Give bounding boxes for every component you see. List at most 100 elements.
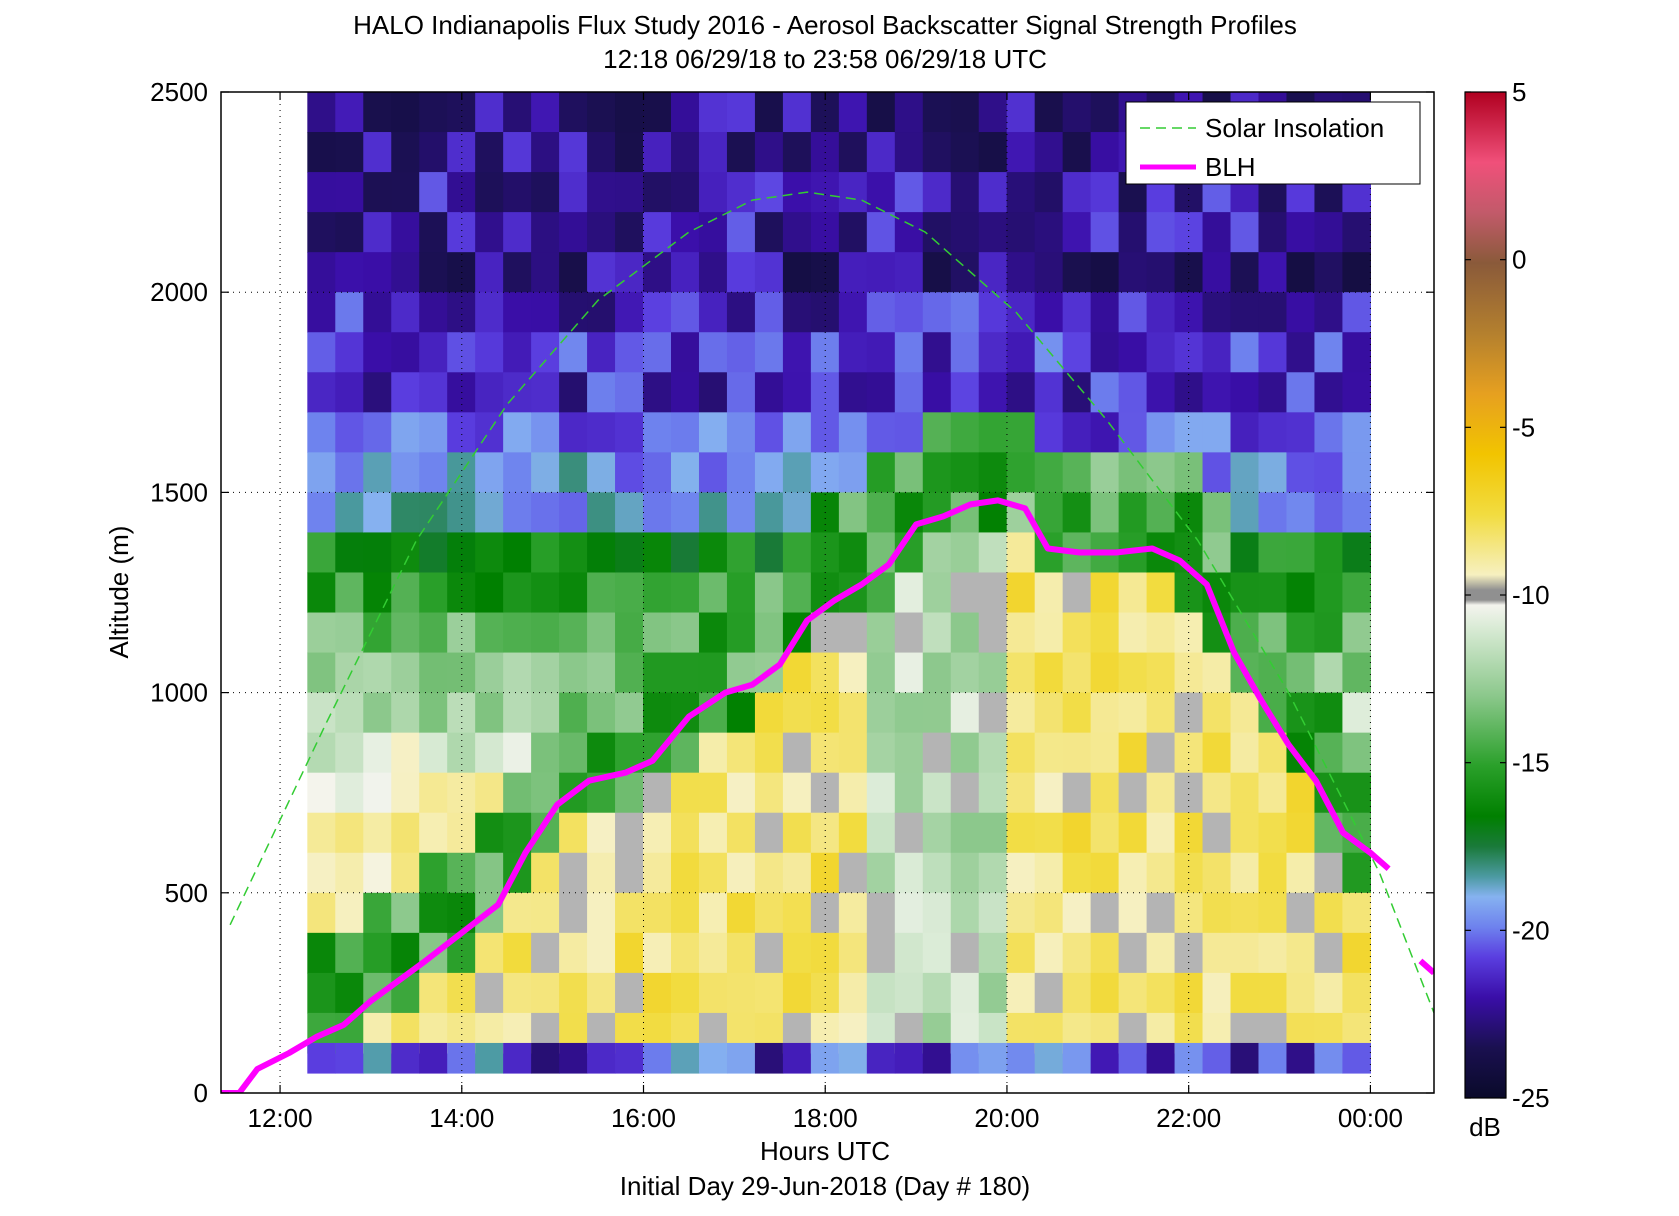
heatmap-cell bbox=[587, 852, 616, 894]
heatmap-cell bbox=[1062, 92, 1092, 133]
heatmap-cell bbox=[559, 372, 588, 413]
heatmap-cell bbox=[978, 972, 1008, 1014]
heatmap-cell bbox=[307, 652, 336, 694]
heatmap-cell bbox=[587, 372, 616, 413]
heatmap-cell bbox=[866, 332, 896, 373]
colorbar-tick-label: -25 bbox=[1512, 1083, 1550, 1113]
heatmap-cell bbox=[1062, 292, 1092, 333]
heatmap-cell bbox=[922, 652, 952, 694]
x-tick-label: 16:00 bbox=[611, 1103, 676, 1133]
heatmap-cell bbox=[559, 812, 588, 854]
heatmap-cell bbox=[643, 212, 672, 253]
heatmap-cell bbox=[391, 532, 420, 574]
heatmap-cell bbox=[671, 412, 700, 453]
heatmap-cell bbox=[950, 812, 980, 854]
heatmap-cell bbox=[838, 372, 868, 413]
heatmap-cell bbox=[475, 652, 504, 694]
heatmap-cell bbox=[363, 772, 392, 814]
heatmap-cell bbox=[894, 772, 924, 814]
heatmap-cell bbox=[1006, 652, 1036, 694]
heatmap-cell bbox=[1230, 612, 1260, 654]
heatmap-cell bbox=[615, 892, 644, 934]
heatmap-cell bbox=[1090, 692, 1120, 734]
heatmap-cell bbox=[1202, 772, 1232, 814]
heatmap-cell bbox=[1090, 212, 1120, 253]
heatmap-cell bbox=[1230, 492, 1260, 534]
heatmap-cell bbox=[1202, 652, 1232, 694]
heatmap-cell bbox=[1314, 372, 1344, 413]
heatmap-cell bbox=[643, 932, 672, 974]
heatmap-cell bbox=[1286, 492, 1316, 534]
heatmap-cell bbox=[922, 772, 952, 814]
heatmap-cell bbox=[615, 772, 644, 814]
heatmap-cell bbox=[1090, 892, 1120, 934]
heatmap-cell bbox=[475, 452, 504, 493]
heatmap-cell bbox=[754, 692, 784, 734]
heatmap-cell bbox=[419, 972, 448, 1014]
heatmap-cell bbox=[894, 492, 924, 534]
heatmap-cell bbox=[810, 692, 840, 734]
heatmap-cell bbox=[1258, 652, 1288, 694]
heatmap-cell bbox=[475, 492, 504, 534]
heatmap-cell bbox=[1230, 892, 1260, 934]
heatmap-cell bbox=[754, 732, 784, 774]
heatmap-cell bbox=[978, 892, 1008, 934]
heatmap-cell bbox=[1090, 812, 1120, 854]
heatmap-cell bbox=[1090, 132, 1120, 173]
heatmap-cell bbox=[838, 692, 868, 734]
heatmap-cell bbox=[419, 812, 448, 854]
heatmap-cell bbox=[782, 132, 812, 173]
heatmap-cell bbox=[615, 692, 644, 734]
heatmap-cell bbox=[1090, 852, 1120, 894]
heatmap-cell bbox=[866, 212, 896, 253]
heatmap-cell bbox=[391, 612, 420, 654]
heatmap-cell bbox=[1146, 212, 1176, 253]
heatmap-cell bbox=[559, 612, 588, 654]
heatmap-cell bbox=[894, 572, 924, 614]
heatmap-cell bbox=[307, 452, 336, 493]
colorbar-tick-label: -20 bbox=[1512, 915, 1550, 945]
heatmap-cell bbox=[307, 732, 336, 774]
heatmap-cell bbox=[307, 92, 336, 133]
heatmap-cell bbox=[698, 812, 728, 854]
heatmap-cell bbox=[671, 252, 700, 293]
heatmap-cell bbox=[866, 172, 896, 213]
heatmap-cell bbox=[307, 892, 336, 934]
heatmap-cell bbox=[978, 852, 1008, 894]
heatmap-cell bbox=[531, 452, 560, 493]
heatmap-cell bbox=[754, 252, 784, 293]
heatmap-cell bbox=[559, 972, 588, 1014]
heatmap-cell bbox=[1286, 772, 1316, 814]
heatmap-cell bbox=[1342, 212, 1371, 253]
heatmap-cell bbox=[894, 892, 924, 934]
heatmap-cell bbox=[391, 892, 420, 934]
heatmap-cell bbox=[1118, 772, 1148, 814]
heatmap-cell bbox=[754, 972, 784, 1014]
heatmap-cell bbox=[838, 292, 868, 333]
heatmap-cell bbox=[922, 932, 952, 974]
heatmap-cell bbox=[447, 332, 476, 373]
heatmap-cell bbox=[1230, 372, 1260, 413]
heatmap-cell bbox=[363, 412, 392, 453]
heatmap-cell bbox=[1230, 252, 1260, 293]
heatmap-cell bbox=[475, 332, 504, 373]
heatmap-cell bbox=[782, 892, 812, 934]
heatmap-cell bbox=[335, 852, 364, 894]
x-tick-label: 12:00 bbox=[248, 1103, 313, 1133]
heatmap-cell bbox=[866, 412, 896, 453]
heatmap-cell bbox=[391, 132, 420, 173]
heatmap-cell bbox=[615, 292, 644, 333]
heatmap-cell bbox=[1090, 652, 1120, 694]
heatmap-cell bbox=[643, 132, 672, 173]
heatmap-cell bbox=[866, 492, 896, 534]
heatmap-cell bbox=[1118, 612, 1148, 654]
heatmap-cell bbox=[1258, 852, 1288, 894]
heatmap-cell bbox=[391, 492, 420, 534]
heatmap-cell bbox=[531, 132, 560, 173]
heatmap-cell bbox=[1342, 332, 1371, 373]
heatmap-cell bbox=[307, 212, 336, 253]
heatmap-cell bbox=[559, 292, 588, 333]
y-tick-label: 2000 bbox=[150, 277, 208, 307]
heatmap-cell bbox=[1034, 252, 1064, 293]
